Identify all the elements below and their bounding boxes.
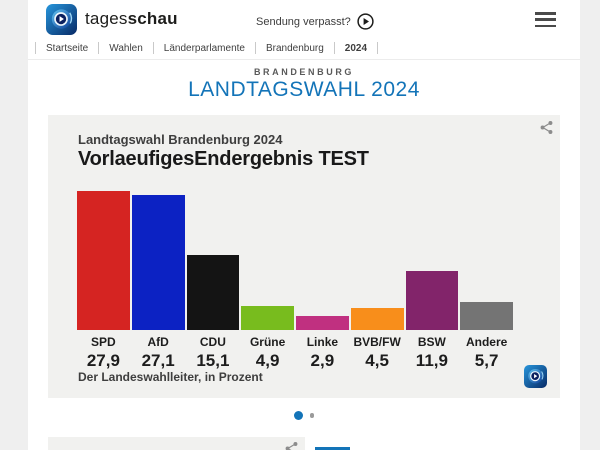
breadcrumb-divider [254,42,256,54]
breadcrumb-item-brandenburg[interactable]: Brandenburg [265,42,324,54]
bar-chart: SPD 27,9 AfD 27,1 CDU 15,1 Grüne 4,9 Linke 2,9 BVB… [77,190,513,371]
bar-group: Andere 5,7 [460,190,513,371]
bar-group: BVB/FW 4,5 [350,190,404,371]
bar-group: AfD 27,1 [131,190,185,371]
breadcrumb-item-2024[interactable]: 2024 [344,42,368,54]
sendung-verpasst-link[interactable]: Sendung verpasst? [256,13,374,30]
share-icon[interactable] [284,441,299,450]
share-icon[interactable] [539,120,554,135]
bar-Andere [460,302,513,330]
breadcrumb-divider [333,42,335,54]
bar-value-label: 5,7 [474,351,499,370]
bar-value-label: 4,9 [255,351,280,370]
bar-Linke [296,316,349,330]
bar-group: BSW 11,9 [405,190,459,371]
bar-Grüne [241,306,294,330]
brand-regular: tages [85,9,128,28]
bar-category-label: Grüne [249,335,286,349]
brand-wordmark[interactable]: tagesschau [85,9,178,29]
bar-category-label: SPD [91,335,116,349]
bar-group: SPD 27,9 [77,190,130,371]
bar-BSW [405,271,459,330]
bar-category-label: AfD [147,335,169,349]
bar-value-label: 27,9 [86,351,120,370]
breadcrumb-divider [152,42,154,54]
bar-value-label: 2,9 [310,351,335,370]
bar-group: Linke 2,9 [296,190,349,371]
bar-category-label: BVB/FW [353,335,401,349]
page-kicker: BRANDENBURG [253,67,355,77]
bar-group: CDU 15,1 [186,190,240,371]
bar-value-label: 27,1 [141,351,175,370]
bar-value-label: 15,1 [196,351,230,370]
chart-supertitle: Landtagswahl Brandenburg 2024 [78,132,283,147]
page-title: LANDTAGSWAHL 2024 [188,78,420,101]
carousel-dot-2[interactable] [309,413,315,418]
carousel-dot-1[interactable] [293,411,303,420]
bar-AfD [131,195,185,330]
chart-card: Landtagswahl Brandenburg 2024 Vorlaeufig… [48,115,560,398]
bar-category-label: Linke [306,335,339,349]
bar-BVB/FW [350,308,404,330]
tagesschau-logo-icon[interactable] [46,4,77,35]
breadcrumb-divider [377,42,379,54]
page-container: tagesschau Sendung verpasst? Startseite … [28,0,580,450]
breadcrumb-item-laenderparlamente[interactable]: Länderparlamente [163,42,245,54]
brand-bold: schau [127,9,178,28]
chart-source-note: Der Landeswahlleiter, in Prozent [78,370,263,384]
bar-SPD [77,191,130,330]
breadcrumb-item-startseite[interactable]: Startseite [46,42,89,54]
header-divider [28,59,580,60]
breadcrumb-divider [35,42,36,54]
bar-category-label: CDU [199,335,226,349]
bar-value-label: 11,9 [415,351,448,370]
partial-blue-element [315,447,350,450]
breadcrumb-divider [98,42,100,54]
carousel-dots [28,411,580,420]
sendung-verpasst-label: Sendung verpasst? [256,15,351,28]
bar-CDU [186,255,240,330]
bar-value-label: 4,5 [365,351,389,370]
bar-category-label: Andere [465,335,508,349]
second-chart-card-partial [48,437,305,450]
breadcrumb-item-wahlen[interactable]: Wahlen [109,42,143,54]
breadcrumb: Startseite Wahlen Länderparlamente Brand… [35,38,379,58]
tagesschau-watermark-icon [524,365,547,388]
play-circle-icon[interactable] [357,13,374,30]
bar-category-label: BSW [417,335,446,349]
bar-group: Grüne 4,9 [241,190,294,371]
chart-title: VorlaeufigesEndergebnis TEST [78,148,369,170]
menu-hamburger-icon[interactable] [535,12,556,31]
